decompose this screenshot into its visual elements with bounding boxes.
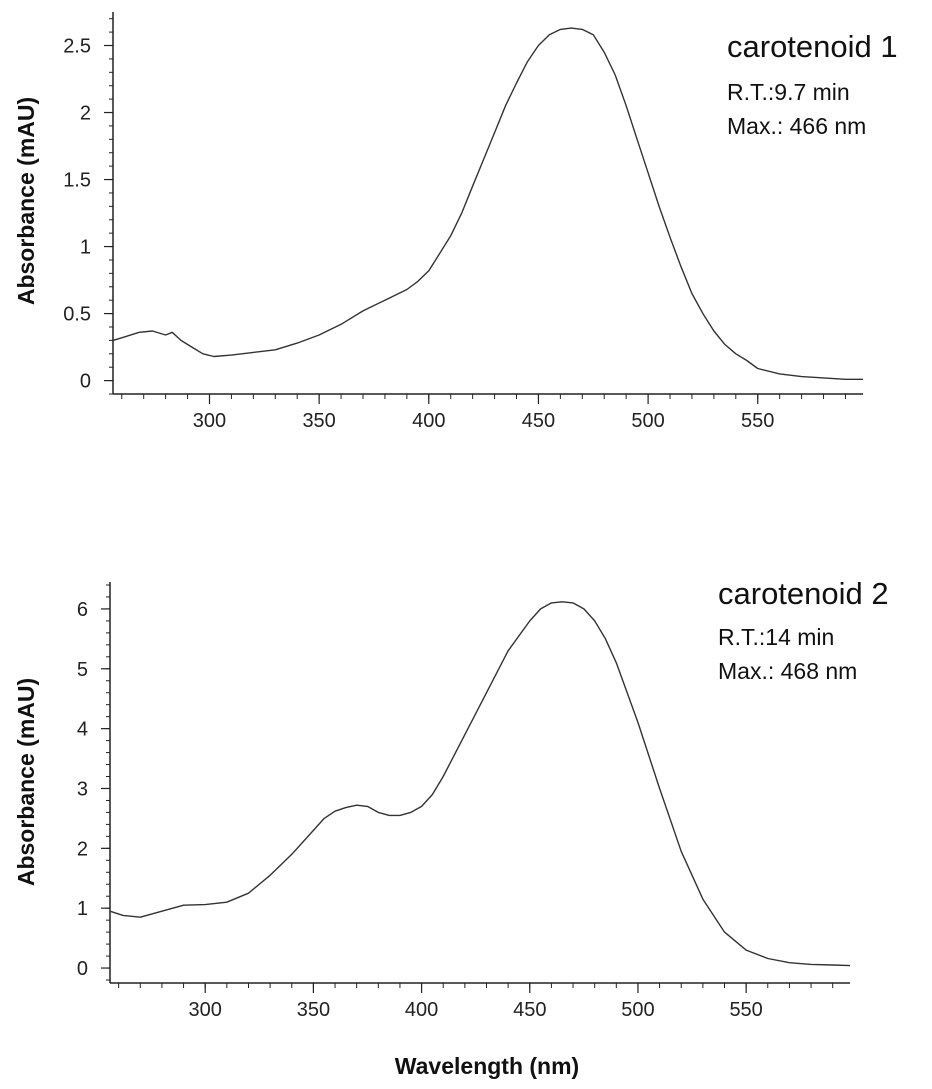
x-tick-label: 350 xyxy=(297,999,330,1021)
y-tick-label: 0.5 xyxy=(63,304,91,326)
annotation-compound-name: carotenoid 1 xyxy=(727,29,898,64)
x-tick-label: 400 xyxy=(405,999,438,1021)
x-tick-label: 450 xyxy=(513,999,546,1021)
absorbance-spectrum-line xyxy=(110,602,850,966)
y-tick-label: 1 xyxy=(77,898,88,920)
annotation-line: R.T.:9.7 min xyxy=(727,79,850,105)
y-tick-label: 1.5 xyxy=(63,170,91,192)
x-tick-label: 500 xyxy=(621,999,654,1021)
chart-carotenoid-1: 300 350 400 450 500 550 0 0.5 1 1.5 2 2.5 Absorbance… xyxy=(13,12,898,432)
y-tick-label: 6 xyxy=(77,599,88,621)
y-axis-title: Absorbance (mAU) xyxy=(13,678,39,886)
y-tick-label: 0 xyxy=(80,371,91,393)
x-tick-label: 450 xyxy=(522,410,555,432)
x-tick-label: 350 xyxy=(302,410,335,432)
y-tick-label: 4 xyxy=(77,719,88,741)
x-tick-label: 400 xyxy=(412,410,445,432)
annotation-line: R.T.:14 min xyxy=(718,624,834,650)
y-tick-label: 2 xyxy=(77,838,88,860)
y-tick-label: 5 xyxy=(77,659,88,681)
x-tick-label: 300 xyxy=(193,410,226,432)
x-tick-label: 500 xyxy=(631,410,664,432)
x-tick-label: 300 xyxy=(189,999,222,1021)
y-axis-title: Absorbance (mAU) xyxy=(13,97,39,305)
y-tick-label: 2 xyxy=(80,103,91,125)
y-tick-label: 0 xyxy=(77,958,88,980)
chart-carotenoid-2: 300 350 400 450 500 550 0 1 2 3 4 5 6 Absorbance (mAU… xyxy=(13,576,889,1021)
y-tick-label: 1 xyxy=(80,237,91,259)
annotation-line: Max.: 466 nm xyxy=(727,113,866,139)
x-tick-label: 550 xyxy=(729,999,762,1021)
y-tick-label: 2.5 xyxy=(63,36,91,58)
annotation-line: Max.: 468 nm xyxy=(718,658,857,684)
y-tick-label: 3 xyxy=(77,778,88,800)
annotation-compound-name: carotenoid 2 xyxy=(718,576,889,611)
x-tick-label: 550 xyxy=(741,410,774,432)
x-axis-title: Wavelength (nm) xyxy=(395,1053,579,1079)
